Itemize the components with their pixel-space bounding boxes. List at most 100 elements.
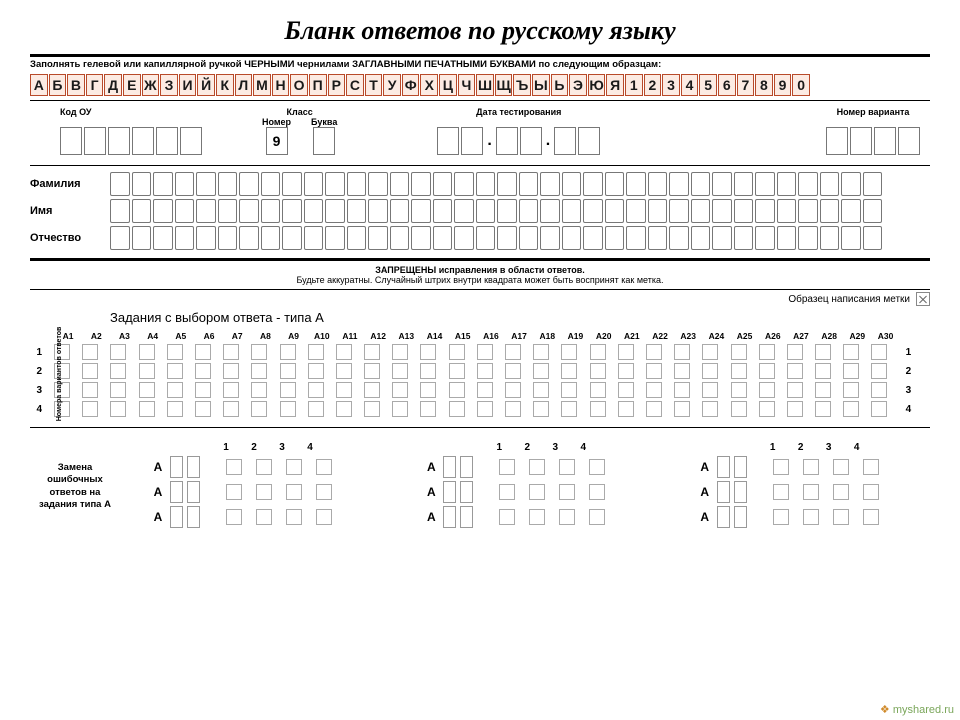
answer-cell[interactable] [759,363,775,379]
answer-cell[interactable] [251,401,267,417]
replace-task-box[interactable] [187,481,200,503]
answer-cell[interactable] [477,382,493,398]
klass-bukva-box[interactable] [313,127,335,155]
replace-answer-cell[interactable] [803,509,819,525]
replace-answer-cell[interactable] [803,459,819,475]
replace-answer-cell[interactable] [833,509,849,525]
replace-task-box[interactable] [443,506,456,528]
answer-cell[interactable] [364,401,380,417]
answer-cell[interactable] [223,382,239,398]
answer-cell[interactable] [392,363,408,379]
input-box[interactable] [347,172,367,196]
replace-answer-cell[interactable] [589,509,605,525]
input-box[interactable] [390,199,410,223]
answer-cell[interactable] [871,363,887,379]
input-box[interactable] [239,199,259,223]
input-box[interactable] [648,226,668,250]
input-box[interactable] [110,226,130,250]
replace-answer-cell[interactable] [863,484,879,500]
input-box[interactable] [347,226,367,250]
input-box[interactable] [820,199,840,223]
input-box[interactable] [175,226,195,250]
replace-task-box[interactable] [717,506,730,528]
answer-cell[interactable] [590,382,606,398]
answer-cell[interactable] [871,382,887,398]
input-box[interactable] [239,226,259,250]
answer-cell[interactable] [702,382,718,398]
answer-cell[interactable] [139,344,155,360]
answer-cell[interactable] [280,363,296,379]
input-box[interactable] [476,199,496,223]
answer-cell[interactable] [449,363,465,379]
input-box[interactable] [132,172,152,196]
input-box[interactable] [497,199,517,223]
replace-answer-cell[interactable] [803,484,819,500]
input-box[interactable] [304,172,324,196]
answer-cell[interactable] [590,344,606,360]
answer-cell[interactable] [336,382,352,398]
input-box[interactable] [562,199,582,223]
input-box[interactable] [669,199,689,223]
input-box[interactable] [411,226,431,250]
replace-task-box[interactable] [460,506,473,528]
input-box[interactable] [496,127,518,155]
answer-cell[interactable] [195,363,211,379]
replace-answer-cell[interactable] [256,484,272,500]
input-box[interactable] [583,226,603,250]
replace-task-box[interactable] [170,456,183,478]
answer-cell[interactable] [815,344,831,360]
replace-answer-cell[interactable] [773,509,789,525]
answer-cell[interactable] [195,382,211,398]
answer-cell[interactable] [533,382,549,398]
input-box[interactable] [454,172,474,196]
input-box[interactable] [218,199,238,223]
answer-cell[interactable] [82,382,98,398]
input-box[interactable] [820,172,840,196]
answer-cell[interactable] [674,382,690,398]
replace-answer-cell[interactable] [529,484,545,500]
input-box[interactable] [368,226,388,250]
replace-answer-cell[interactable] [863,509,879,525]
answer-cell[interactable] [110,382,126,398]
input-box[interactable] [626,199,646,223]
answer-cell[interactable] [477,401,493,417]
answer-cell[interactable] [223,363,239,379]
input-box[interactable] [282,199,302,223]
answer-cell[interactable] [646,363,662,379]
answer-cell[interactable] [618,401,634,417]
answer-cell[interactable] [787,363,803,379]
answer-cell[interactable] [787,344,803,360]
input-box[interactable] [562,226,582,250]
input-box[interactable] [454,199,474,223]
input-box[interactable] [132,226,152,250]
answer-cell[interactable] [646,401,662,417]
input-box[interactable] [132,199,152,223]
answer-cell[interactable] [533,344,549,360]
answer-cell[interactable] [336,363,352,379]
replace-task-box[interactable] [734,456,747,478]
answer-cell[interactable] [280,401,296,417]
answer-cell[interactable] [815,363,831,379]
replace-answer-cell[interactable] [499,484,515,500]
input-box[interactable] [712,199,732,223]
input-box[interactable] [626,172,646,196]
answer-cell[interactable] [702,363,718,379]
answer-cell[interactable] [251,363,267,379]
answer-cell[interactable] [674,401,690,417]
input-box[interactable] [519,199,539,223]
answer-cell[interactable] [364,382,380,398]
input-box[interactable] [648,199,668,223]
answer-cell[interactable] [139,382,155,398]
answer-cell[interactable] [280,382,296,398]
answer-cell[interactable] [167,344,183,360]
input-box[interactable] [347,199,367,223]
answer-cell[interactable] [308,344,324,360]
replace-task-box[interactable] [187,506,200,528]
input-box[interactable] [820,226,840,250]
answer-cell[interactable] [280,344,296,360]
replace-task-box[interactable] [443,481,456,503]
answer-cell[interactable] [590,363,606,379]
input-box[interactable] [282,226,302,250]
input-box[interactable] [863,226,883,250]
answer-cell[interactable] [82,401,98,417]
